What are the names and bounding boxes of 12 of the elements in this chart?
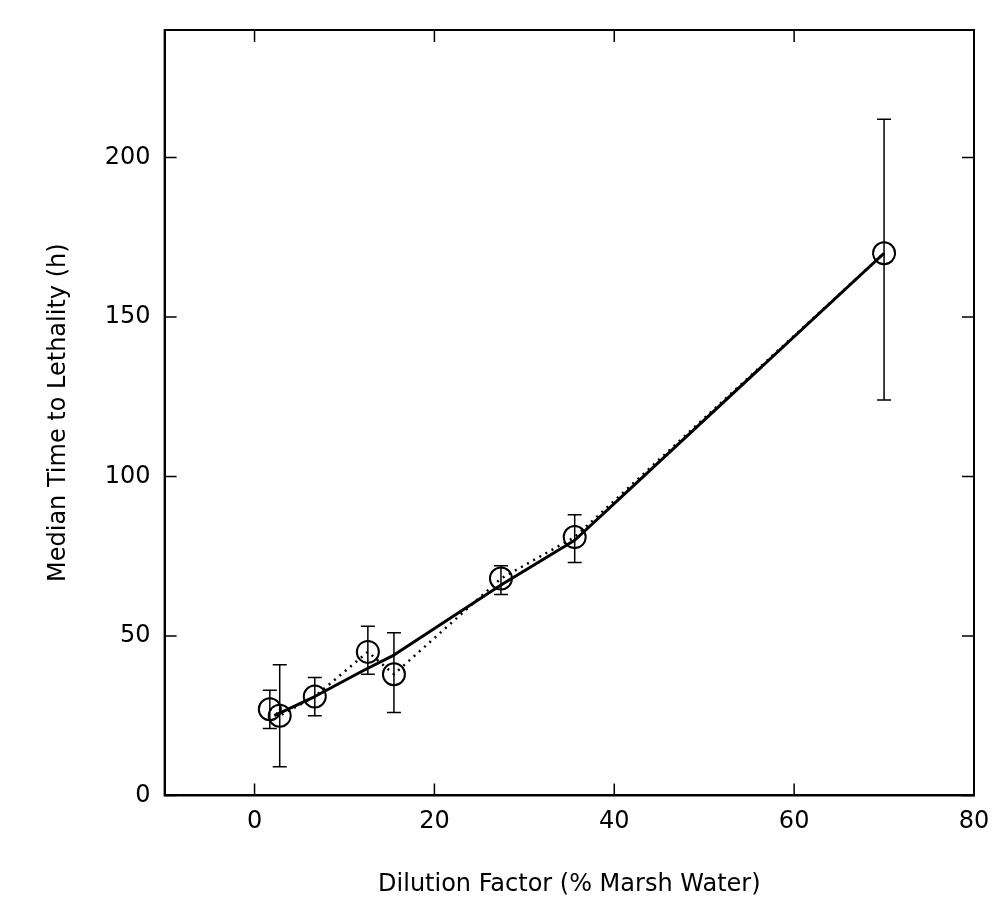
y-tick-label: 50 (120, 620, 151, 649)
x-tick-label: 80 (958, 806, 990, 835)
y-tick-label: 100 (104, 460, 151, 489)
y-axis-title: Median Time to Lethality (h) (42, 243, 71, 582)
y-tick-label: 150 (104, 301, 151, 330)
x-tick-label: 60 (778, 806, 810, 835)
x-axis-title: Dilution Factor (% Marsh Water) (378, 868, 761, 897)
x-tick-label: 0 (246, 806, 263, 835)
y-tick-label: 0 (135, 779, 151, 808)
x-tick-label: 20 (419, 806, 450, 835)
y-tick-label: 200 (104, 141, 151, 170)
x-tick-label: 40 (599, 806, 630, 835)
